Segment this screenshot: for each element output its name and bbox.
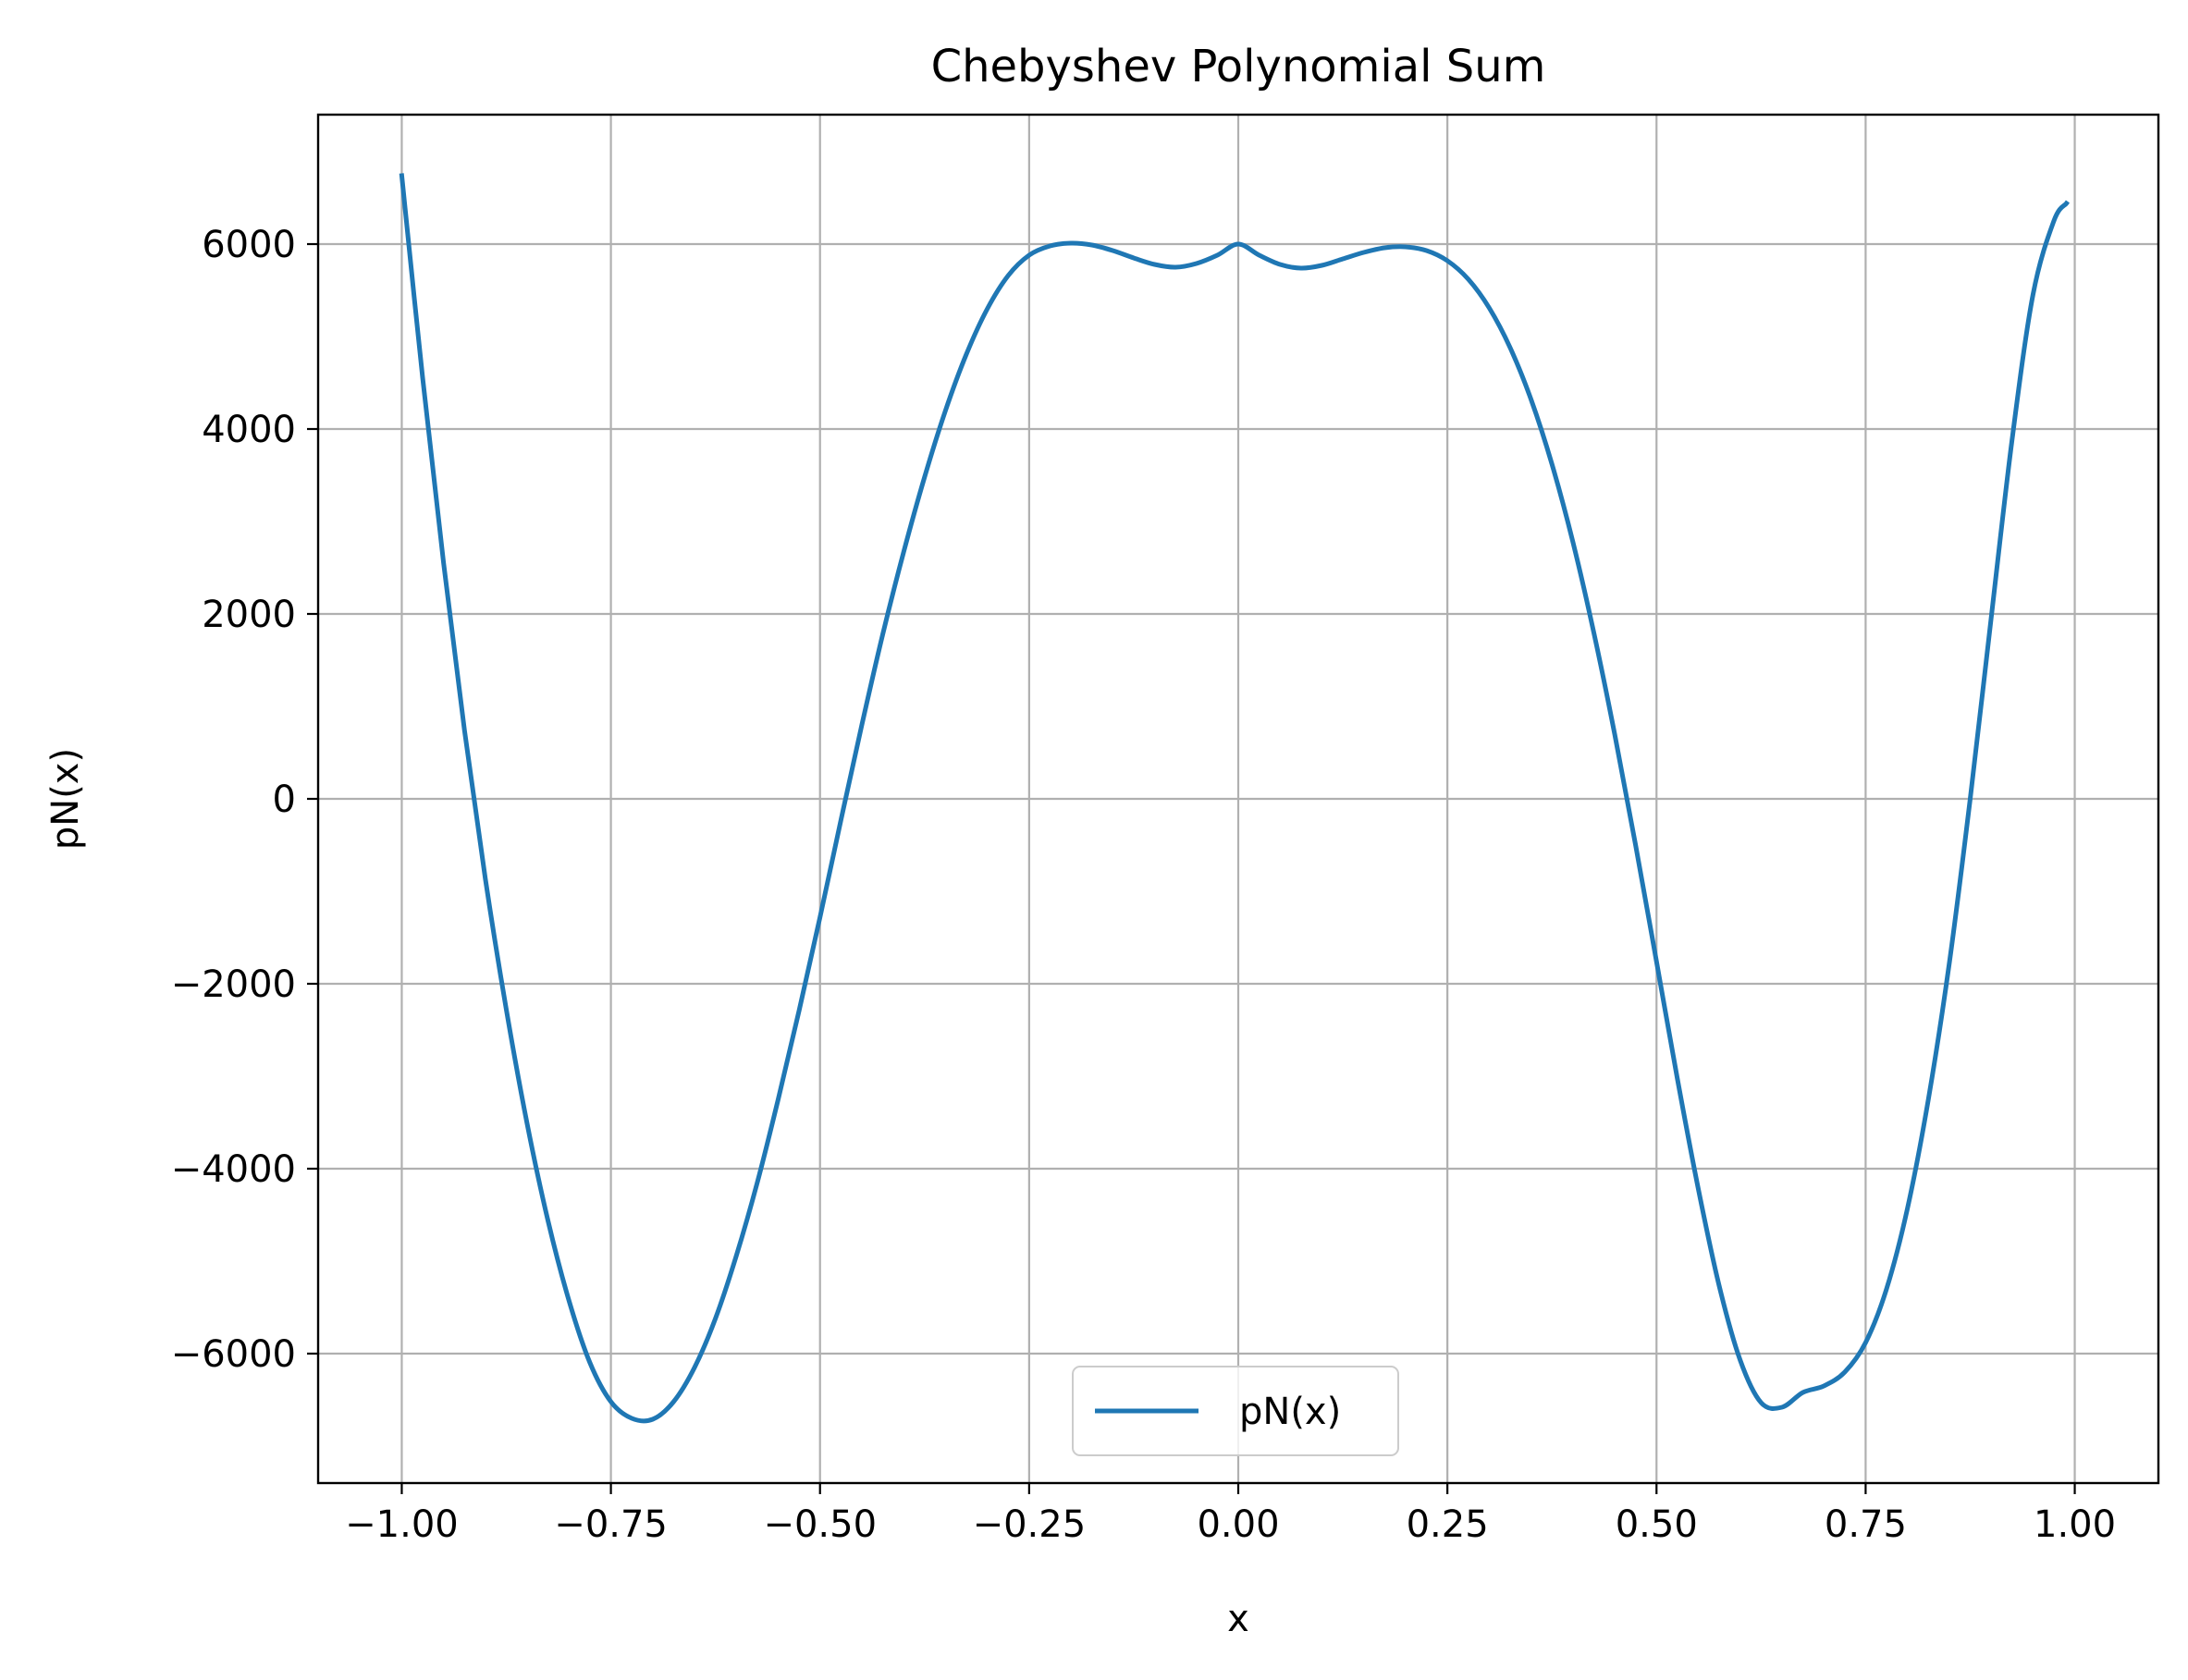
x-tick-label: 0.25 — [1407, 1503, 1489, 1546]
y-axis-label: pN(x) — [44, 748, 87, 850]
x-tick-label: 1.00 — [2034, 1503, 2116, 1546]
y-tick-label: 0 — [273, 779, 296, 821]
chart-title: Chebyshev Polynomial Sum — [931, 41, 1546, 92]
x-tick-label: 0.50 — [1616, 1503, 1698, 1546]
x-axis-label: x — [1227, 1598, 1249, 1640]
x-axis-ticks: −1.00 −0.75 −0.50 −0.25 0.00 0.25 0.50 0.75 1.00 — [345, 1483, 2116, 1546]
x-tick-label: −0.25 — [973, 1503, 1087, 1546]
y-tick-label: −4000 — [171, 1148, 296, 1191]
grid-lines — [318, 115, 2158, 1483]
x-tick-label: −1.00 — [345, 1503, 459, 1546]
series-layer — [399, 173, 2070, 1424]
x-tick-label: 0.75 — [1825, 1503, 1907, 1546]
legend: pN(x) — [1072, 1366, 1399, 1456]
y-tick-label: 6000 — [202, 224, 296, 266]
legend-label: pN(x) — [1239, 1391, 1341, 1433]
x-tick-label: 0.00 — [1197, 1503, 1279, 1546]
x-tick-label: −0.50 — [763, 1503, 877, 1546]
y-axis-ticks: −6000 −4000 −2000 0 2000 4000 6000 — [171, 224, 318, 1376]
y-tick-label: 2000 — [202, 594, 296, 636]
y-tick-label: 4000 — [202, 409, 296, 451]
x-tick-label: −0.75 — [554, 1503, 668, 1546]
y-tick-label: −2000 — [171, 963, 296, 1006]
y-tick-label: −6000 — [171, 1333, 296, 1376]
series-line — [399, 173, 2070, 1424]
legend-box — [1072, 1366, 1399, 1456]
